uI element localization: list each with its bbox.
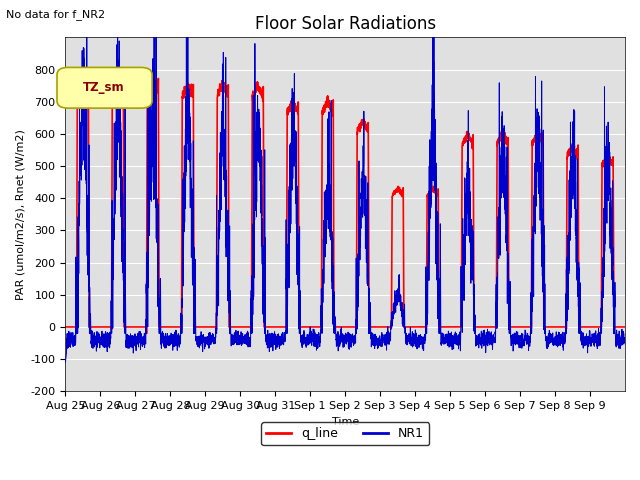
Text: TZ_sm: TZ_sm <box>83 82 124 95</box>
NR1 <box>621 341 629 347</box>
q_line <box>61 324 69 330</box>
q_line <box>541 324 548 330</box>
NR1 <box>396 295 404 301</box>
Text: No data for f_NR2: No data for f_NR2 <box>6 9 106 20</box>
q_line <box>366 324 374 330</box>
Y-axis label: PAR (umol/m2/s), Rnet (W/m2): PAR (umol/m2/s), Rnet (W/m2) <box>15 129 25 300</box>
q_line <box>527 324 534 330</box>
NR1 <box>178 331 186 336</box>
q_line <box>621 324 629 330</box>
q_line <box>178 281 186 287</box>
q_line <box>79 71 86 76</box>
FancyBboxPatch shape <box>57 67 152 108</box>
Line: NR1: NR1 <box>65 0 625 362</box>
q_line <box>143 331 150 336</box>
NR1 <box>527 338 534 344</box>
Line: q_line: q_line <box>65 73 625 334</box>
X-axis label: Time: Time <box>332 417 359 427</box>
Legend: q_line, NR1: q_line, NR1 <box>261 422 429 445</box>
q_line <box>396 187 404 192</box>
NR1 <box>366 306 374 312</box>
NR1 <box>499 135 507 141</box>
NR1 <box>541 331 548 336</box>
NR1 <box>61 360 69 365</box>
Title: Floor Solar Radiations: Floor Solar Radiations <box>255 15 436 33</box>
q_line <box>499 131 507 136</box>
